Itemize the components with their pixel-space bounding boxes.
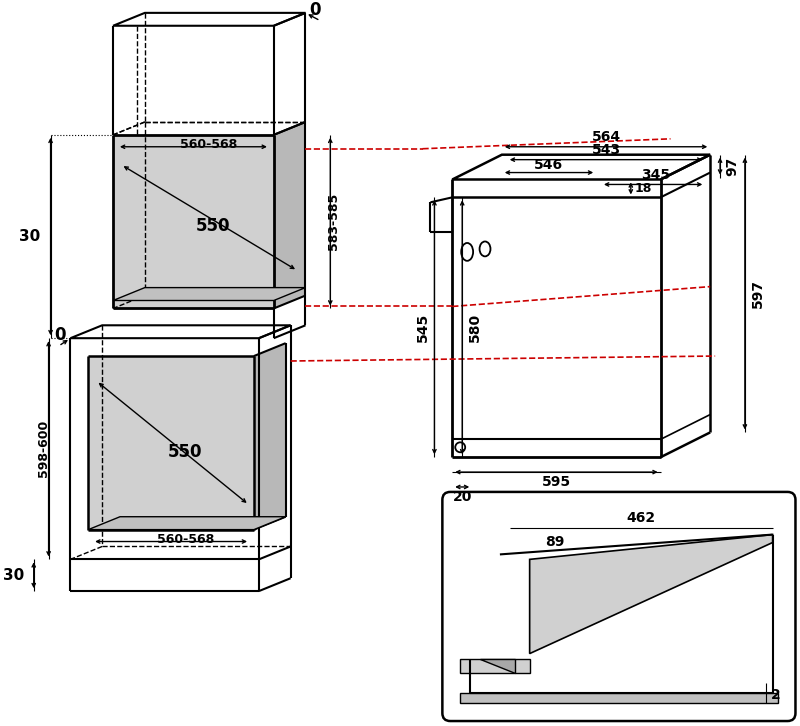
Polygon shape [460, 693, 778, 703]
Polygon shape [530, 534, 773, 653]
Text: 598-600: 598-600 [37, 420, 50, 477]
Text: 30: 30 [2, 568, 24, 583]
Polygon shape [460, 658, 530, 674]
Text: 595: 595 [542, 475, 571, 489]
Text: 580: 580 [468, 313, 482, 342]
Text: 583-585: 583-585 [326, 192, 340, 250]
Text: 89: 89 [545, 534, 564, 549]
Polygon shape [88, 356, 254, 529]
Text: 30: 30 [19, 229, 41, 243]
Text: 546: 546 [534, 158, 563, 171]
Text: 0: 0 [310, 1, 321, 19]
Polygon shape [452, 155, 710, 179]
Text: 462: 462 [626, 510, 655, 525]
Polygon shape [70, 325, 290, 338]
Text: 18: 18 [635, 182, 653, 195]
Text: 0: 0 [54, 326, 66, 344]
Polygon shape [88, 517, 286, 529]
Text: 560-568: 560-568 [180, 138, 237, 151]
Text: 564: 564 [591, 130, 621, 144]
Text: 545: 545 [415, 313, 430, 342]
Polygon shape [113, 287, 306, 301]
Text: 543: 543 [591, 143, 621, 157]
Text: 2: 2 [770, 688, 781, 702]
Text: 550: 550 [168, 444, 202, 461]
Polygon shape [480, 658, 514, 674]
Text: 97: 97 [725, 157, 739, 176]
Polygon shape [274, 122, 306, 309]
Text: 550: 550 [196, 217, 230, 235]
Text: 345: 345 [641, 168, 670, 182]
Polygon shape [113, 135, 274, 309]
Polygon shape [113, 13, 306, 25]
Text: 20: 20 [453, 490, 472, 504]
Polygon shape [254, 343, 286, 529]
Text: 560-568: 560-568 [157, 533, 214, 546]
Text: 597: 597 [750, 279, 765, 308]
FancyBboxPatch shape [442, 492, 795, 721]
